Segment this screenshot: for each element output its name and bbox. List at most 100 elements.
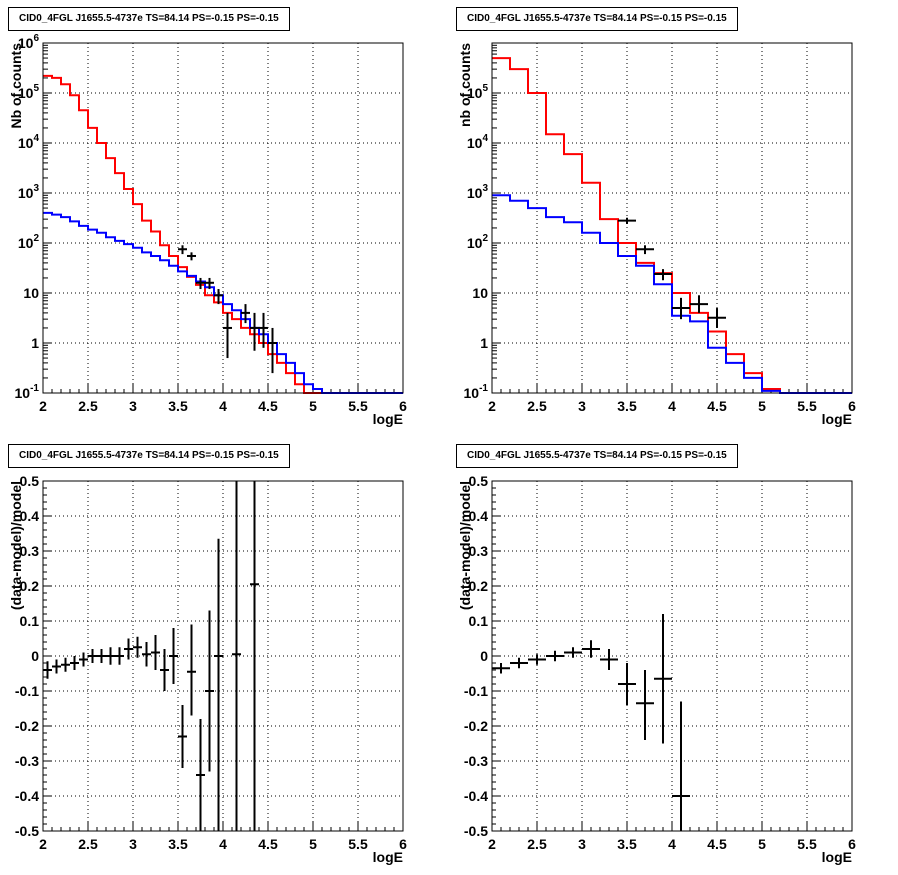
data-point [178, 245, 187, 255]
x-axis-title: logE [373, 411, 403, 427]
x-axis-title: logE [822, 411, 852, 427]
x-tick-label: 3 [129, 836, 137, 852]
y-tick-exponent: 6 [33, 33, 39, 44]
chart-panel-1: 2 2.5 3 3.5 4 4.5 5 5.5 610-1110102103104105logE… [457, 42, 856, 427]
data-point [654, 614, 672, 744]
data-point [636, 670, 654, 740]
y-axis-title: nb of counts [457, 43, 473, 127]
panel-title-bottom-left: CID0_4FGL J1655.5-4737e TS=84.14 PS=-0.1… [8, 444, 290, 468]
data-point [672, 701, 690, 831]
y-tick-label: -0.3 [15, 753, 39, 769]
y-tick-label: 0 [480, 648, 488, 664]
y-tick-label: 0.5 [20, 473, 40, 489]
y-tick-exponent: 2 [33, 233, 39, 244]
x-tick-label: 2 [39, 398, 47, 414]
x-tick-label: 2 [39, 836, 47, 852]
data-point [690, 295, 708, 313]
x-tick-label: 4 [219, 398, 227, 414]
data-point [205, 610, 214, 772]
x-tick-label: 4.5 [258, 836, 278, 852]
y-tick-label: -0.2 [15, 718, 39, 734]
data-point [250, 481, 259, 831]
data-point [43, 661, 52, 679]
y-tick-label: 105 [18, 83, 40, 101]
y-tick-label: 0.4 [469, 508, 489, 524]
y-tick-label: 0.1 [469, 613, 489, 629]
y-tick-label: 0.5 [469, 473, 489, 489]
y-tick-label: 102 [18, 233, 40, 251]
data-point [636, 245, 654, 255]
data-point [115, 647, 124, 665]
x-tick-label: 3 [129, 398, 137, 414]
y-tick-base: 10 [467, 185, 483, 201]
y-tick-base: 10 [464, 385, 480, 401]
data-point [250, 312, 259, 351]
data-point [600, 649, 618, 670]
data-point [618, 217, 636, 224]
y-tick-label: 0.4 [20, 508, 40, 524]
y-tick-label: 104 [18, 133, 40, 151]
data-point [268, 327, 277, 374]
y-tick-label: 103 [18, 183, 40, 201]
y-tick-label: 103 [467, 183, 489, 201]
y-tick-base: 10 [18, 185, 34, 201]
x-axis-title: logE [373, 849, 403, 865]
chart-panel-3: 2 2.5 3 3.5 4 4.5 5 5.5 6 -0.5 -0.4 -0.3 -0.2 -0.1 0 0.… [457, 473, 856, 865]
data-point [70, 656, 79, 670]
plot-frame [42, 42, 404, 394]
x-tick-label: 5 [758, 398, 766, 414]
data-point [142, 642, 151, 667]
chart-panel-0: 2 2.5 3 3.5 4 4.5 5 5.5 610-1110102103104105106l… [8, 33, 407, 427]
data-point [205, 277, 214, 290]
x-tick-label: 4.5 [258, 398, 278, 414]
x-tick-label: 3.5 [617, 836, 637, 852]
data-point [178, 705, 187, 768]
x-tick-label: 5.5 [348, 398, 368, 414]
x-tick-label: 4.5 [707, 836, 727, 852]
y-tick-label: -0.4 [464, 788, 488, 804]
y-tick-label: -0.5 [15, 823, 39, 839]
y-axis-title: (data-model)/model [8, 481, 24, 610]
x-tick-label: 2 [488, 836, 496, 852]
x-tick-label: 4 [668, 398, 676, 414]
y-tick-base: 10 [18, 135, 34, 151]
data-point [618, 663, 636, 705]
data-point [708, 308, 726, 328]
data-point [52, 659, 61, 674]
data-point [672, 297, 690, 320]
data-point [241, 304, 250, 324]
source-histogram-line [43, 211, 403, 394]
data-point [492, 663, 510, 674]
y-tick-exponent: 5 [33, 83, 39, 94]
data-point [187, 624, 196, 716]
x-tick-label: 6 [848, 398, 856, 414]
y-tick-base: 10 [467, 85, 483, 101]
panel-title-top-left: CID0_4FGL J1655.5-4737e TS=84.14 PS=-0.1… [8, 7, 290, 31]
y-tick-exponent: -1 [30, 383, 39, 394]
y-tick-base: 10 [18, 235, 34, 251]
y-tick-label: -0.1 [15, 683, 39, 699]
y-tick-base: 10 [15, 385, 31, 401]
y-tick-base: 10 [18, 85, 34, 101]
data-point [196, 277, 205, 290]
data-point [196, 719, 205, 831]
y-tick-label: 0.3 [20, 543, 40, 559]
data-point [160, 649, 169, 691]
x-tick-label: 5 [309, 398, 317, 414]
data-point [654, 269, 672, 281]
x-tick-label: 2.5 [527, 836, 547, 852]
y-tick-label: 1 [31, 335, 39, 351]
data-point [187, 252, 196, 261]
x-tick-label: 3.5 [617, 398, 637, 414]
y-axis-title: (data-model)/model [457, 481, 473, 610]
panel-title-bottom-right: CID0_4FGL J1655.5-4737e TS=84.14 PS=-0.1… [456, 444, 738, 468]
y-tick-exponent: 3 [33, 183, 39, 194]
data-point [151, 635, 160, 670]
data-point [259, 312, 268, 348]
data-point [528, 654, 546, 665]
x-tick-label: 5.5 [797, 836, 817, 852]
data-point [582, 640, 600, 658]
y-tick-base: 10 [467, 135, 483, 151]
y-tick-label: 10 [472, 285, 488, 301]
